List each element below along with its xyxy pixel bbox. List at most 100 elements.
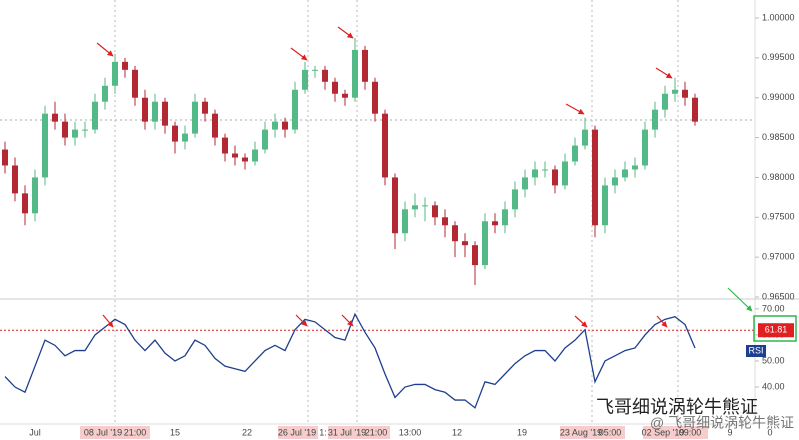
candle-body [82, 129, 88, 131]
candle-body [662, 93, 668, 110]
candle-body [172, 125, 178, 142]
arrow [341, 314, 354, 327]
arrow [574, 315, 588, 328]
x-label-highlight [560, 426, 625, 439]
x-tick-label: 08 Jul '19 [84, 427, 122, 437]
candle-body [682, 89, 688, 98]
rsi-tick-label: 70.00 [762, 303, 785, 313]
candle-body [92, 101, 98, 130]
candle-body [402, 209, 408, 234]
candle-body [642, 129, 648, 166]
watermark: 飞哥细说涡轮牛熊证 [596, 397, 758, 417]
candle-body [272, 121, 278, 130]
x-tick-label: 15 [170, 427, 180, 437]
candle-body [212, 113, 218, 138]
candle-body [32, 177, 38, 214]
x-tick-label: 05:00 [599, 427, 622, 437]
candle-body [2, 149, 8, 166]
candle-body [312, 69, 318, 71]
x-tick-label: 09:00 [679, 427, 702, 437]
candle-body [282, 121, 288, 130]
candle-body [132, 69, 138, 98]
candle-body [592, 129, 598, 226]
x-tick-label: 21:00 [365, 427, 388, 437]
candle-body [562, 161, 568, 186]
candle-body [222, 137, 228, 154]
x-label-highlight [80, 426, 150, 439]
candle-body [482, 221, 488, 266]
candle-body [112, 61, 118, 86]
candle-body [512, 189, 518, 210]
candle-body [632, 165, 638, 170]
arrow [102, 314, 114, 328]
y-tick-label: 0.97500 [762, 212, 795, 222]
candle-body [152, 101, 158, 122]
candle-body [522, 177, 528, 190]
candle-body [412, 205, 418, 210]
x-label-highlight [643, 426, 708, 439]
x-tick-label: 26 Jul '19 [278, 427, 316, 437]
x-tick-label: 02 Sep '19 [642, 427, 685, 437]
candle-body [252, 149, 258, 162]
candle-body [62, 121, 68, 138]
candle-body [612, 177, 618, 186]
rsi-name-box [746, 345, 766, 357]
rsi-level-box [758, 323, 794, 338]
rsi-name: RSI [748, 345, 763, 355]
arrow [96, 42, 114, 57]
candle-body [652, 109, 658, 130]
arrow [565, 103, 585, 115]
x-tick-label: 0 [767, 427, 772, 437]
y-tick-label: 0.96500 [762, 291, 795, 301]
candle-body [102, 85, 108, 102]
candle-body [52, 113, 58, 122]
candle-body [692, 97, 698, 122]
candle-body [502, 209, 508, 226]
candle-body [472, 245, 478, 266]
arrow [290, 47, 308, 61]
x-tick-label: Jul [29, 427, 41, 437]
x-label-highlight [328, 426, 390, 439]
x-tick-label: 22 [242, 427, 252, 437]
candle-body [392, 177, 398, 234]
green-arrow [727, 287, 753, 312]
candle-body [292, 89, 298, 130]
x-tick-label: 9 [727, 427, 732, 437]
candle-body [162, 101, 168, 126]
candle-body [72, 129, 78, 138]
x-tick-label: 12 [452, 427, 462, 437]
candle-body [232, 153, 238, 158]
annotations [96, 26, 673, 328]
watermark: @ 飞哥细说涡轮牛熊证 [650, 415, 794, 431]
candle-body [582, 129, 588, 146]
candle-body [432, 205, 438, 218]
x-tick-label: 13:00 [399, 427, 422, 437]
y-tick-label: 0.99500 [762, 52, 795, 62]
candle-body [422, 205, 428, 207]
y-tick-label: 0.98000 [762, 172, 795, 182]
candle-body [262, 129, 268, 150]
arrow [295, 314, 308, 327]
candle-body [462, 241, 468, 246]
candle-body [442, 217, 448, 226]
candle-body [372, 81, 378, 114]
arrow [655, 67, 673, 79]
y-tick-label: 0.97000 [762, 252, 795, 262]
arrow [656, 315, 668, 328]
rsi-tick-label: 50.00 [762, 355, 785, 365]
candle-body [42, 113, 48, 178]
x-tick-label: 23 Aug '19 [560, 427, 602, 437]
candle-body [542, 169, 548, 171]
candle-body [12, 165, 18, 194]
candle-body [452, 225, 458, 242]
candle-body [242, 157, 248, 162]
candle-body [362, 49, 368, 82]
candle-body [352, 49, 358, 98]
candle-body [492, 221, 498, 226]
candle-body [302, 69, 308, 90]
rsi-level-label: 61.81 [765, 325, 788, 335]
candle-body [122, 61, 128, 70]
candle-body [322, 69, 328, 82]
